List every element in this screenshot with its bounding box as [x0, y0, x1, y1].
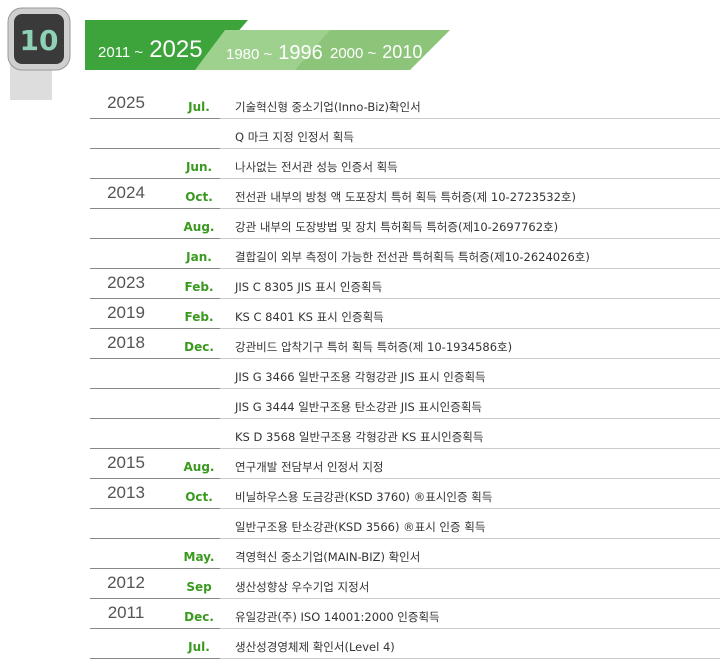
- year: 2012: [107, 573, 145, 592]
- year-divider: [90, 358, 220, 359]
- watch-screen: [14, 14, 64, 64]
- watch-label: 10: [20, 24, 59, 57]
- event-text: 비닐하우스용 도금강관(KSD 3760) ®표시인증 획득: [235, 490, 493, 504]
- year-divider: [90, 538, 220, 539]
- year-divider: [90, 208, 220, 209]
- event-text: Q 마크 지정 인정서 획득: [235, 130, 354, 144]
- month: Jul.: [188, 640, 210, 654]
- month: Aug.: [183, 460, 215, 474]
- event-text: JIS G 3444 일반구조용 탄소강관 JIS 표시인증획득: [235, 400, 482, 414]
- month: Aug.: [183, 220, 215, 234]
- row-divider: [90, 418, 720, 419]
- month: Oct.: [185, 490, 213, 504]
- event-text: 생산성경영체제 확인서(Level 4): [235, 640, 395, 654]
- tab[interactable]: 1980 ~ 1996: [226, 42, 323, 65]
- month: Jul.: [188, 100, 210, 114]
- month: Sep: [186, 580, 212, 594]
- year-divider: [90, 388, 220, 389]
- month: Dec.: [184, 340, 214, 354]
- row-divider: [90, 118, 720, 119]
- row-divider: [90, 388, 720, 389]
- year: 2024: [107, 183, 145, 202]
- year-divider: [90, 658, 220, 659]
- tab[interactable]: 2000 ~ 2010: [330, 42, 422, 63]
- month: Jun.: [185, 160, 213, 174]
- year-divider: [90, 628, 220, 629]
- event-text: 강관비드 압착기구 특허 획득 특허증(제 10-1934586호): [235, 340, 513, 354]
- row-divider: [90, 658, 720, 659]
- row-divider: [90, 148, 720, 149]
- year: 2018: [107, 333, 145, 352]
- month: Dec.: [184, 610, 214, 624]
- tab[interactable]: 2011 ~ 2025: [98, 36, 203, 64]
- year-divider: [90, 478, 220, 479]
- year: 2025: [107, 93, 145, 112]
- month: May.: [183, 550, 215, 564]
- year-divider: [90, 448, 220, 449]
- year: 2011: [107, 603, 145, 622]
- year-divider: [90, 238, 220, 239]
- year-divider: [90, 118, 220, 119]
- event-text: 연구개발 전담부서 인정서 지정: [235, 460, 384, 474]
- row-divider: [90, 298, 720, 299]
- year-divider: [90, 598, 220, 599]
- event-text: 생산성향상 우수기업 지정서: [235, 580, 370, 594]
- year-divider: [90, 298, 220, 299]
- tab-to: 1996: [278, 42, 323, 64]
- event-text: 강관 내부의 도장방법 및 장치 특허획득 특허증(제10-2697762호): [235, 220, 559, 234]
- event-text: JIS G 3466 일반구조용 각형강관 JIS 표시 인증획득: [235, 370, 486, 384]
- year-divider: [90, 268, 220, 269]
- header: 10: [7, 7, 450, 100]
- year-divider: [90, 178, 220, 179]
- year-divider: [90, 508, 220, 509]
- event-text: 유일강관(주) ISO 14001:2000 인증획득: [235, 610, 440, 624]
- tab-from: 1980 ~: [226, 46, 273, 63]
- row-divider: [90, 478, 720, 479]
- row-divider: [90, 178, 720, 179]
- year-divider: [90, 328, 220, 329]
- tab-bg: [295, 30, 450, 70]
- event-text: 격영혁신 중소기업(MAIN-BIZ) 확인서: [235, 550, 421, 564]
- event-text: 전선관 내부의 방청 액 도포장치 특허 획득 특허증(제 10-2723532…: [235, 190, 576, 204]
- year: 2019: [107, 303, 145, 322]
- row-divider: [90, 358, 720, 359]
- tab-from: 2000 ~: [330, 45, 377, 62]
- month: Feb.: [184, 280, 214, 294]
- row-divider: [90, 328, 720, 329]
- month: Jan.: [186, 250, 212, 264]
- month: Oct.: [185, 190, 213, 204]
- event-text: KS C 8401 KS 표시 인증획득: [235, 310, 384, 324]
- row-divider: [90, 598, 720, 599]
- row-divider: [90, 628, 720, 629]
- month: Feb.: [184, 310, 214, 324]
- tab-to: 2010: [382, 42, 423, 62]
- row-divider: [90, 538, 720, 539]
- tab-to: 2025: [149, 36, 203, 63]
- row-divider: [90, 208, 720, 209]
- event-text: JIS C 8305 JIS 표시 인증획득: [235, 280, 383, 294]
- year-divider: [90, 568, 220, 569]
- year: 2023: [107, 273, 145, 292]
- event-text: KS D 3568 일반구조용 각형강관 KS 표시인증획득: [235, 430, 484, 444]
- year-divider: [90, 418, 220, 419]
- event-text: 나사없는 전서관 성능 인증서 획득: [235, 160, 398, 174]
- year: 2015: [107, 453, 145, 472]
- tab-from: 2011 ~: [98, 44, 144, 61]
- row-divider: [90, 448, 720, 449]
- row-divider: [90, 238, 720, 239]
- row-divider: [90, 568, 720, 569]
- event-text: 결합길이 외부 측정이 가능한 전선관 특허획득 특허증(제10-2624026…: [235, 250, 590, 264]
- year-divider: [90, 148, 220, 149]
- row-divider: [90, 268, 720, 269]
- event-text: 기술혁신형 중소기업(Inno-Biz)확인서: [235, 100, 421, 114]
- row-divider: [90, 508, 720, 509]
- event-text: 일반구조용 탄소강관(KSD 3566) ®표시 인증 획득: [235, 520, 486, 534]
- year: 2013: [107, 483, 145, 502]
